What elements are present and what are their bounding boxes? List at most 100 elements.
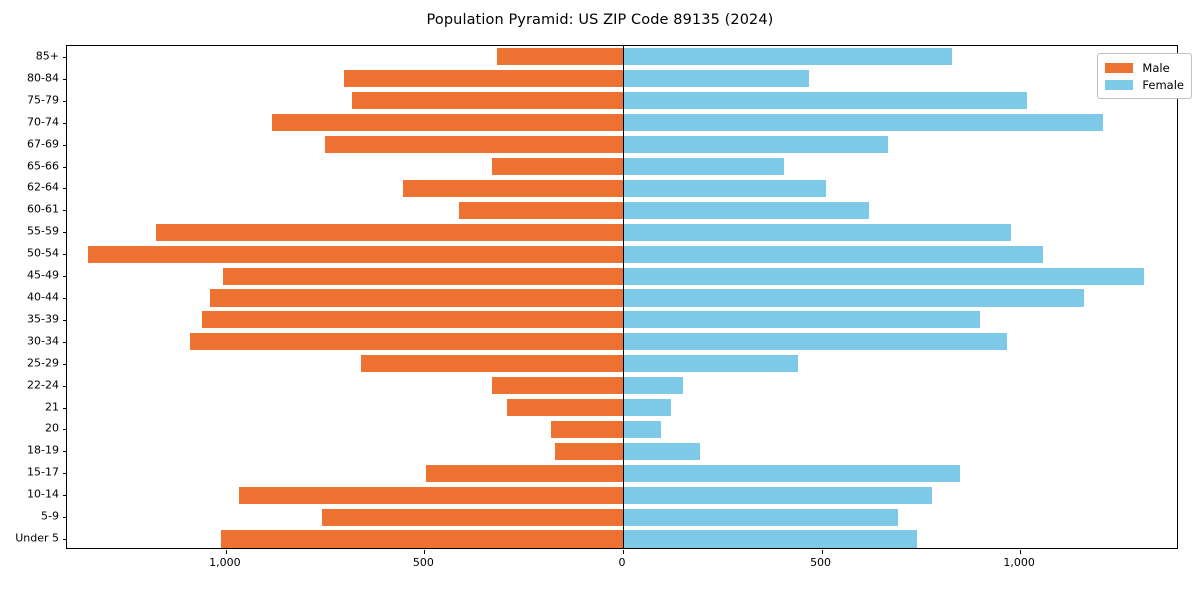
y-axis-tick bbox=[63, 319, 67, 321]
bar-male bbox=[360, 355, 623, 373]
bar-row bbox=[67, 201, 1177, 219]
y-axis-labels: Under 5 5-9 10-14 15-17 18-19 20 21 22-24 25-29 3… bbox=[0, 45, 1200, 549]
bar-female bbox=[623, 201, 870, 219]
x-axis-tick bbox=[424, 550, 426, 554]
bar-male bbox=[238, 486, 623, 504]
y-axis-tick bbox=[63, 166, 67, 168]
bar-female bbox=[623, 114, 1103, 132]
bar-female bbox=[623, 442, 700, 460]
x-axis-tick-label: 500 bbox=[810, 556, 832, 569]
bar-male bbox=[88, 245, 623, 263]
bar-female bbox=[623, 355, 798, 373]
bar-female bbox=[623, 486, 933, 504]
y-axis-tick bbox=[63, 56, 67, 58]
y-axis-tick-label: 20 bbox=[45, 421, 59, 435]
y-axis-tick-label: 62-64 bbox=[27, 180, 59, 194]
bar-row bbox=[67, 377, 1177, 395]
y-axis-tick-label: 60-61 bbox=[27, 202, 59, 216]
y-axis-tick-label: 30-34 bbox=[27, 334, 59, 348]
bar-male bbox=[325, 136, 623, 154]
bar-female bbox=[623, 508, 899, 526]
bar-female bbox=[623, 399, 671, 417]
bar-male bbox=[459, 201, 623, 219]
y-axis-tick bbox=[63, 473, 67, 475]
bar-male bbox=[222, 267, 623, 285]
y-axis-tick bbox=[63, 385, 67, 387]
bar-row bbox=[67, 70, 1177, 88]
y-axis-tick-label: 40-44 bbox=[27, 290, 59, 304]
legend-swatch-male bbox=[1105, 62, 1134, 73]
bar-male bbox=[426, 464, 623, 482]
bar-male bbox=[209, 289, 623, 307]
bar-female bbox=[623, 289, 1084, 307]
y-axis-tick bbox=[63, 276, 67, 278]
x-axis-labels: 1,000 500 0 500 1,000 bbox=[0, 556, 1200, 576]
bar-female bbox=[623, 267, 1145, 285]
bar-female bbox=[623, 245, 1044, 263]
bar-male bbox=[352, 92, 623, 110]
bar-row bbox=[67, 508, 1177, 526]
y-axis-tick-label: 70-74 bbox=[27, 115, 59, 129]
legend-label-male: Male bbox=[1142, 60, 1170, 75]
y-axis-tick-label: 75-79 bbox=[27, 93, 59, 107]
chart-legend: Male Female bbox=[1097, 53, 1192, 99]
y-axis-tick-label: 10-14 bbox=[27, 487, 59, 501]
bar-male bbox=[271, 114, 623, 132]
bar-male bbox=[202, 311, 623, 329]
y-axis-tick-label: 45-49 bbox=[27, 268, 59, 282]
y-axis-tick-label: 21 bbox=[45, 400, 59, 414]
bar-row bbox=[67, 486, 1177, 504]
bar-row bbox=[67, 530, 1177, 548]
bar-row bbox=[67, 92, 1177, 110]
y-axis-tick-label: 65-66 bbox=[27, 159, 59, 173]
y-axis-tick bbox=[63, 451, 67, 453]
bar-row bbox=[67, 311, 1177, 329]
x-axis-tick-label: 1,000 bbox=[209, 556, 241, 569]
x-axis-tick bbox=[623, 550, 624, 554]
y-axis-tick bbox=[63, 232, 67, 234]
bar-female bbox=[623, 420, 662, 438]
bar-male bbox=[491, 377, 623, 395]
bar-female bbox=[623, 92, 1028, 110]
bar-row bbox=[67, 136, 1177, 154]
y-axis-tick bbox=[63, 298, 67, 299]
bar-male bbox=[155, 223, 623, 241]
bar-male bbox=[402, 179, 623, 197]
bar-female bbox=[623, 157, 784, 176]
bar-female bbox=[623, 136, 889, 154]
y-axis-tick bbox=[63, 495, 67, 497]
legend-entry-male: Male bbox=[1105, 59, 1184, 76]
y-axis-tick bbox=[63, 407, 67, 409]
y-axis-tick bbox=[63, 341, 67, 343]
bars-layer bbox=[67, 46, 1177, 548]
y-axis-tick bbox=[63, 78, 67, 80]
y-axis-tick-label: 35-39 bbox=[27, 312, 59, 326]
x-axis-tick-label: 500 bbox=[412, 556, 434, 569]
bar-row bbox=[67, 464, 1177, 482]
bar-male bbox=[507, 399, 623, 417]
bar-male bbox=[496, 48, 623, 66]
y-axis-tick-label: 50-54 bbox=[27, 246, 59, 260]
bar-row bbox=[67, 179, 1177, 197]
bar-row bbox=[67, 289, 1177, 307]
y-axis-tick bbox=[63, 363, 67, 365]
y-axis-tick bbox=[63, 188, 67, 190]
bar-female bbox=[623, 464, 961, 482]
bar-male bbox=[220, 530, 623, 548]
y-axis-tick-label: 85+ bbox=[35, 49, 59, 63]
bar-row bbox=[67, 267, 1177, 285]
bar-row bbox=[67, 442, 1177, 460]
bar-female bbox=[623, 223, 1012, 241]
bar-row bbox=[67, 223, 1177, 241]
bar-female bbox=[623, 311, 980, 329]
center-axis-line bbox=[622, 46, 624, 548]
y-axis-tick bbox=[63, 254, 67, 256]
legend-label-female: Female bbox=[1142, 77, 1184, 92]
bar-row bbox=[67, 157, 1177, 176]
y-axis-tick-label: Under 5 bbox=[15, 531, 59, 545]
bar-row bbox=[67, 420, 1177, 438]
bar-male bbox=[321, 508, 623, 526]
x-axis-tick bbox=[1020, 550, 1022, 554]
y-axis-tick-label: 22-24 bbox=[27, 378, 59, 392]
